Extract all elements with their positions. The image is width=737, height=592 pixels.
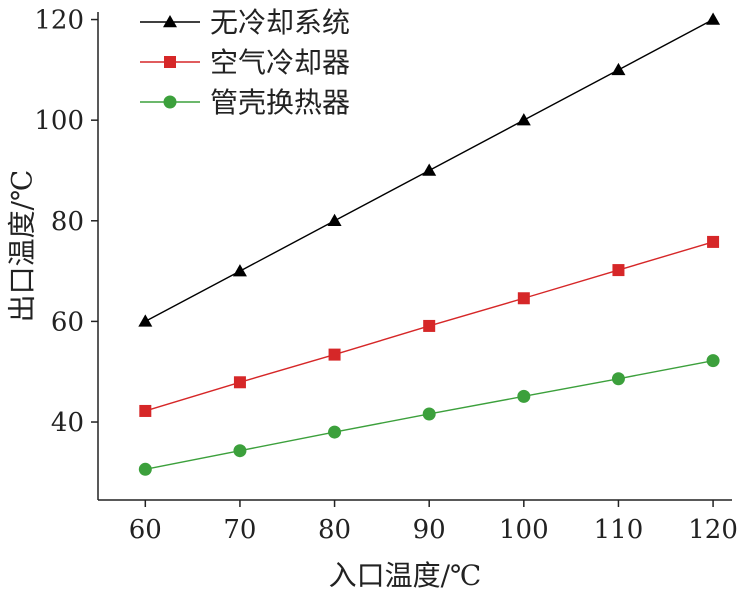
data-point [138,462,152,476]
data-point [517,292,530,305]
legend-item-2: 空气冷却器 [140,46,350,79]
x-tick-label: 100 [499,515,549,545]
x-ticks: 60 70 80 90 100 110 120 [129,500,737,545]
data-point [706,12,721,25]
data-point [233,376,246,389]
y-tick-label: 80 [51,207,84,237]
x-tick-label: 120 [688,515,737,545]
x-tick-label: 70 [223,515,256,545]
x-axis-title: 入口温度/℃ [329,559,482,592]
data-point [706,354,720,368]
x-tick-label: 60 [129,515,162,545]
y-axis-title: 出口温度/℃ [6,170,39,323]
legend-item-3: 管壳换热器 [140,86,350,119]
data-point [138,314,153,327]
x-tick-label: 110 [594,515,644,545]
data-point [233,444,247,458]
data-point [139,404,152,417]
y-tick-label: 100 [34,106,84,136]
x-tick-label: 90 [413,515,446,545]
series-3 [138,354,720,476]
data-point [422,407,436,421]
x-tick-label: 80 [318,515,351,545]
series-1 [138,12,721,327]
series-2 [139,235,720,417]
data-point [327,213,342,227]
data-point [516,113,531,126]
data-point [423,319,436,332]
data-point [328,348,341,361]
legend-label: 空气冷却器 [210,46,350,79]
legend-marker [163,15,177,28]
data-point [611,62,626,76]
legend-item-1: 无冷却系统 [140,6,350,39]
y-tick-label: 40 [51,408,84,438]
data-point [612,264,625,277]
data-point [232,264,247,277]
legend-label: 无冷却系统 [210,6,350,39]
y-tick-label: 120 [34,6,84,36]
data-point [422,163,437,176]
data-point [707,235,720,248]
y-tick-label: 60 [51,307,84,337]
legend-marker [163,95,177,109]
data-point [328,425,342,439]
data-point [611,372,625,386]
data-point [517,389,531,403]
legend-label: 管壳换热器 [210,86,350,119]
series-layer [138,12,721,476]
axes [97,12,732,501]
legend-marker [164,56,176,68]
y-ticks: 40 60 80 100 120 [34,6,98,438]
